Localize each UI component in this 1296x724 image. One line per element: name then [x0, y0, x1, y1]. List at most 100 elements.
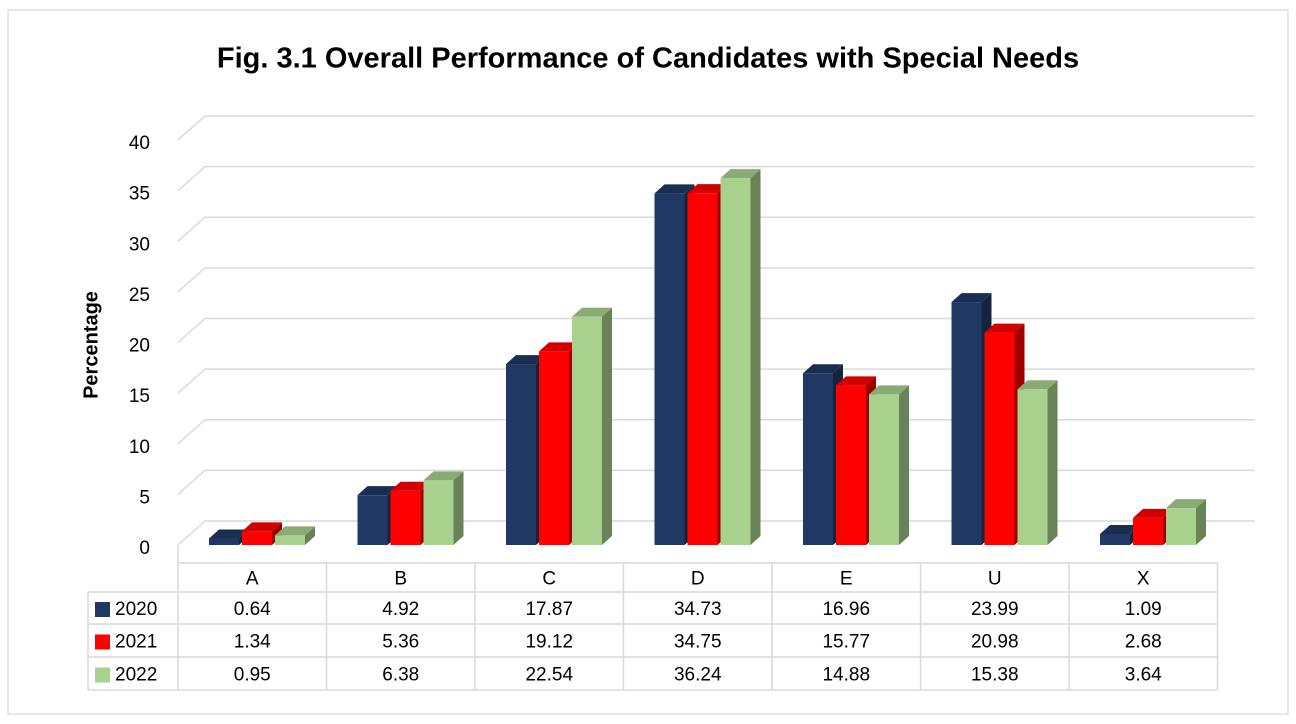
bar-top — [1100, 524, 1140, 534]
bar-front — [209, 538, 239, 545]
bar-front — [869, 394, 899, 545]
bar-top — [803, 364, 843, 374]
y-tick-label: 30 — [129, 234, 150, 255]
grid-line — [177, 115, 1255, 141]
table-value: 1.34 — [234, 632, 271, 653]
table-value: 36.24 — [674, 665, 722, 686]
bar-top — [539, 342, 579, 352]
bar-front — [951, 302, 982, 545]
y-axis-label: Percentage — [80, 291, 102, 399]
bar-front — [357, 495, 388, 545]
bar-front — [1100, 533, 1130, 545]
y-tick-label: 35 — [129, 184, 150, 205]
table-value: 19.12 — [525, 632, 573, 653]
table-value: 22.54 — [525, 665, 573, 686]
bar-front — [390, 490, 421, 545]
bar-side — [305, 526, 315, 545]
bar-front — [275, 535, 305, 545]
table-value: 14.88 — [822, 665, 870, 686]
table-value: 0.95 — [234, 665, 271, 686]
bar-top — [209, 529, 249, 539]
bar-top — [357, 486, 398, 496]
table-value: 1.09 — [1125, 599, 1162, 620]
bar-front — [803, 373, 833, 545]
table-value: 5.36 — [382, 632, 419, 653]
table-value: 34.73 — [674, 599, 722, 620]
bar — [869, 385, 909, 545]
bar-top — [1133, 508, 1173, 518]
x-tick-label: B — [394, 569, 407, 590]
bar — [720, 169, 761, 545]
x-tick-label: A — [246, 569, 259, 590]
y-tick-label: 0 — [139, 538, 150, 559]
table-value: 17.87 — [525, 599, 573, 620]
grid-line — [177, 267, 1255, 293]
bar-top — [836, 376, 876, 386]
legend-swatch — [95, 634, 110, 650]
legend-label: 2022 — [115, 665, 157, 686]
bar — [572, 307, 612, 545]
bar-front — [242, 531, 272, 545]
y-tick-label: 40 — [129, 133, 150, 154]
x-tick-label: U — [988, 569, 1002, 590]
bar-side — [453, 471, 464, 545]
legend-label: 2021 — [115, 632, 157, 653]
bar-top — [242, 522, 282, 532]
bar-front — [720, 178, 751, 545]
x-tick-label: E — [840, 569, 853, 590]
bar — [1166, 499, 1206, 545]
bar — [1017, 380, 1058, 545]
bar-top — [1017, 380, 1058, 390]
bar-top — [275, 526, 315, 536]
x-tick-label: D — [691, 569, 705, 590]
bar-side — [602, 307, 612, 545]
bar-front — [1017, 389, 1048, 545]
bar-top — [869, 385, 909, 395]
bar-top — [390, 481, 431, 491]
bar-top — [654, 184, 695, 194]
bar — [275, 526, 315, 545]
legend-swatch — [95, 602, 110, 617]
bar-top — [984, 323, 1025, 333]
bar-front — [836, 385, 866, 545]
table-value: 3.64 — [1125, 665, 1162, 686]
bar-front — [539, 351, 569, 545]
bar-front — [1133, 517, 1163, 545]
legend-swatch — [95, 667, 110, 683]
table-value: 16.96 — [822, 599, 870, 620]
table-value: 34.75 — [674, 632, 722, 653]
bar-front — [687, 193, 718, 545]
grid-line — [177, 317, 1255, 344]
bar-front — [654, 193, 685, 545]
table-value: 0.64 — [234, 599, 271, 620]
bar-top — [1166, 499, 1206, 509]
bar-top — [506, 355, 546, 365]
bar-top — [720, 169, 761, 179]
table-value: 15.77 — [822, 632, 870, 653]
x-tick-label: X — [1137, 569, 1150, 590]
table-value: 6.38 — [382, 665, 419, 686]
bar-front — [506, 364, 536, 545]
grid-line — [177, 368, 1255, 394]
table-value: 2.68 — [1125, 632, 1162, 653]
grid-line — [177, 216, 1255, 242]
table-value: 4.92 — [382, 599, 419, 620]
bar-front — [572, 316, 602, 545]
grid-line — [177, 165, 1255, 192]
table-value: 15.38 — [971, 665, 1019, 686]
table-value: 20.98 — [971, 632, 1019, 653]
bar-top — [572, 307, 612, 317]
y-tick-label: 15 — [129, 386, 150, 407]
y-tick-label: 10 — [129, 437, 150, 458]
x-tick-label: C — [542, 569, 556, 590]
bar-top — [423, 471, 464, 481]
table-value: 23.99 — [971, 599, 1019, 620]
y-tick-label: 25 — [129, 285, 150, 306]
bar — [423, 471, 464, 545]
bar-top — [951, 293, 992, 303]
bar-front — [423, 480, 454, 545]
y-tick-label: 20 — [129, 336, 150, 357]
bar-side — [750, 169, 761, 545]
